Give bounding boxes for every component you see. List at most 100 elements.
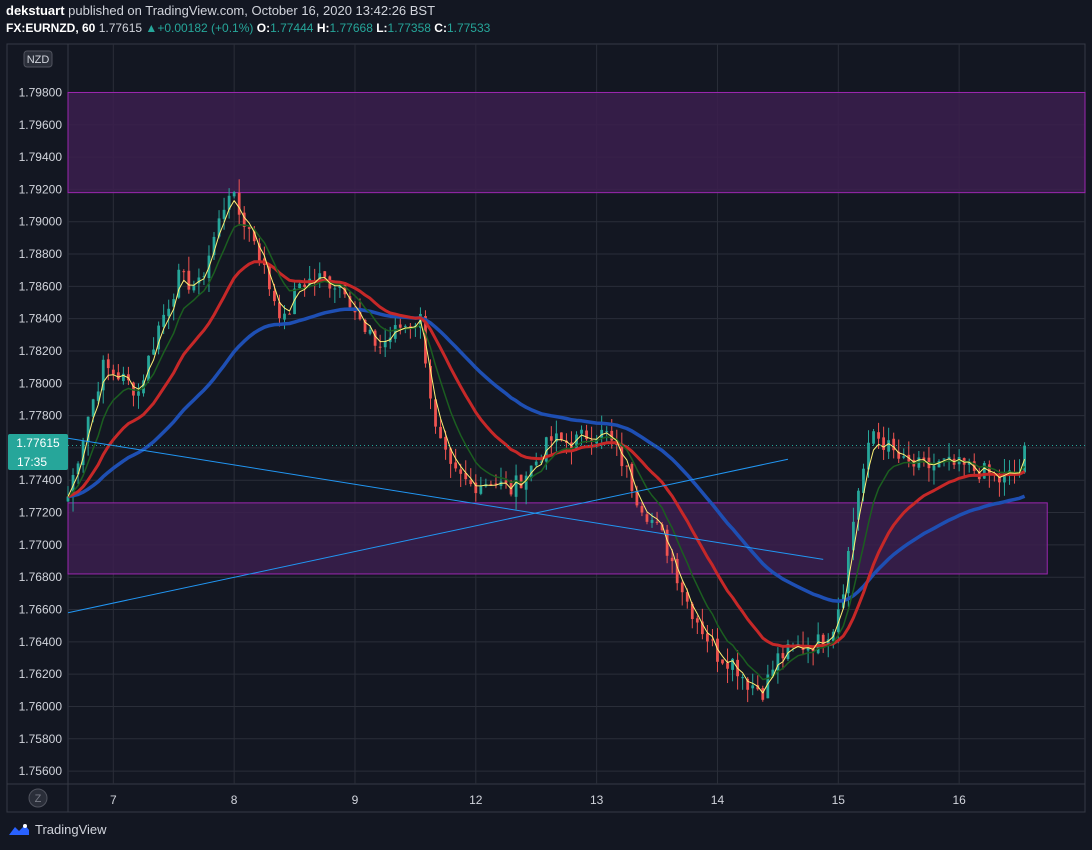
candle-body: [635, 491, 639, 506]
candle-body: [554, 433, 558, 442]
candle-body: [338, 285, 342, 289]
candle-body: [106, 359, 110, 369]
candle-body: [549, 436, 553, 441]
chart-frame: [6, 43, 1086, 813]
price-change: +0.00182 (+0.1%): [157, 21, 254, 35]
candle-body: [192, 285, 196, 291]
candle-body: [660, 524, 664, 531]
symbol-legend: FX:EURNZD, 60 1.77615 ▲+0.00182 (+0.1%) …: [6, 21, 490, 35]
candle-body: [680, 582, 684, 593]
candle-body: [454, 462, 458, 469]
trendlines: [67, 437, 824, 614]
candle-body: [816, 634, 820, 654]
z-button-label: Z: [35, 793, 42, 805]
candle-body: [157, 325, 161, 350]
candle-body: [293, 288, 296, 315]
candle-body: [947, 456, 951, 460]
candle-body: [771, 669, 775, 676]
candle-body: [620, 443, 624, 467]
candle-body: [570, 442, 573, 451]
candle-body: [690, 603, 694, 620]
last-price: 1.77615: [98, 21, 143, 35]
candle-body: [655, 521, 659, 523]
candle-body: [781, 653, 785, 659]
candle-body: [756, 685, 760, 690]
candle-body: [721, 659, 724, 664]
publish-info: dekstuart published on TradingView.com, …: [6, 3, 435, 18]
candle-body: [922, 457, 926, 460]
low-value: 1.77358: [387, 21, 431, 35]
author-name[interactable]: dekstuart: [6, 3, 65, 18]
y-tick-label: 1.79000: [19, 215, 63, 229]
candle-body: [439, 426, 442, 439]
candle-body: [147, 355, 150, 381]
candle-body: [116, 372, 120, 380]
candle-body: [942, 458, 946, 460]
candle-body: [182, 271, 186, 273]
ma-line-fast: [67, 200, 1026, 694]
low-label: L:: [376, 21, 388, 35]
candle-body: [368, 329, 372, 334]
y-tick-label: 1.77200: [19, 506, 63, 520]
candle-body: [605, 431, 609, 433]
y-tick-label: 1.76000: [19, 699, 63, 713]
candle-body: [670, 557, 674, 562]
candle-body: [846, 551, 850, 594]
candle-body: [187, 270, 191, 290]
candle-body: [1003, 473, 1006, 483]
candle-body: [509, 481, 513, 495]
candle-body: [429, 365, 432, 399]
price-tag-value: 1.77615: [16, 436, 60, 450]
candle-body: [101, 359, 105, 391]
candle-body: [534, 461, 538, 466]
y-tick-label: 1.79800: [19, 85, 63, 99]
candle-body: [902, 456, 906, 458]
candle-body: [247, 227, 251, 229]
candle-body: [600, 429, 604, 438]
candle-body: [96, 391, 100, 401]
currency-badge-label: NZD: [27, 54, 50, 66]
candle-body: [152, 349, 155, 355]
candle-body: [434, 399, 437, 427]
x-tick-label: 9: [352, 793, 359, 807]
y-tick-label: 1.77800: [19, 409, 63, 423]
currency-badge[interactable]: NZD: [23, 50, 53, 68]
x-tick-label: 7: [110, 793, 117, 807]
candle-body: [459, 469, 463, 474]
candle-body: [625, 465, 629, 467]
y-tick-label: 1.76600: [19, 603, 63, 617]
candle-body: [645, 514, 649, 522]
candle-body: [86, 416, 90, 442]
z-button[interactable]: Z: [28, 788, 48, 808]
candle-body: [937, 460, 941, 468]
candle-body: [132, 382, 135, 396]
candle-body: [610, 430, 614, 441]
candle-body: [665, 529, 669, 556]
candle-body: [695, 618, 699, 623]
footer-brand[interactable]: TradingView: [35, 822, 107, 837]
x-tick-label: 14: [711, 793, 725, 807]
candle-body: [585, 430, 588, 440]
symbol-name[interactable]: FX:EURNZD, 60: [6, 21, 96, 35]
candle-body: [252, 229, 256, 242]
ma-line-mid: [67, 223, 1026, 681]
candle-body: [504, 480, 508, 483]
candle-body: [81, 440, 85, 466]
candle-body: [640, 506, 644, 513]
candle-body: [877, 432, 880, 439]
candle-body: [932, 465, 936, 471]
candle-body: [288, 313, 291, 315]
candle-body: [469, 479, 473, 485]
candle-body: [303, 284, 307, 288]
open-value: 1.77444: [270, 21, 314, 35]
close-label: C:: [434, 21, 447, 35]
candle-body: [197, 277, 201, 284]
candle-body: [408, 326, 412, 328]
y-tick-label: 1.76200: [19, 667, 63, 681]
high-label: H:: [316, 21, 330, 35]
candle-body: [212, 236, 216, 256]
candle-body: [700, 621, 704, 635]
x-tick-label: 13: [590, 793, 604, 807]
y-axis: 1.75600 1.75800 1.76000 1.76200 1.76400 1.766…: [19, 85, 63, 778]
